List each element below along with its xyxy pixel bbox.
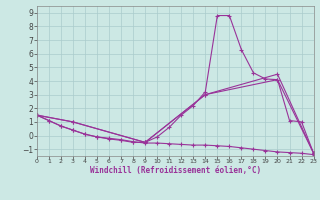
X-axis label: Windchill (Refroidissement éolien,°C): Windchill (Refroidissement éolien,°C) (90, 166, 261, 175)
